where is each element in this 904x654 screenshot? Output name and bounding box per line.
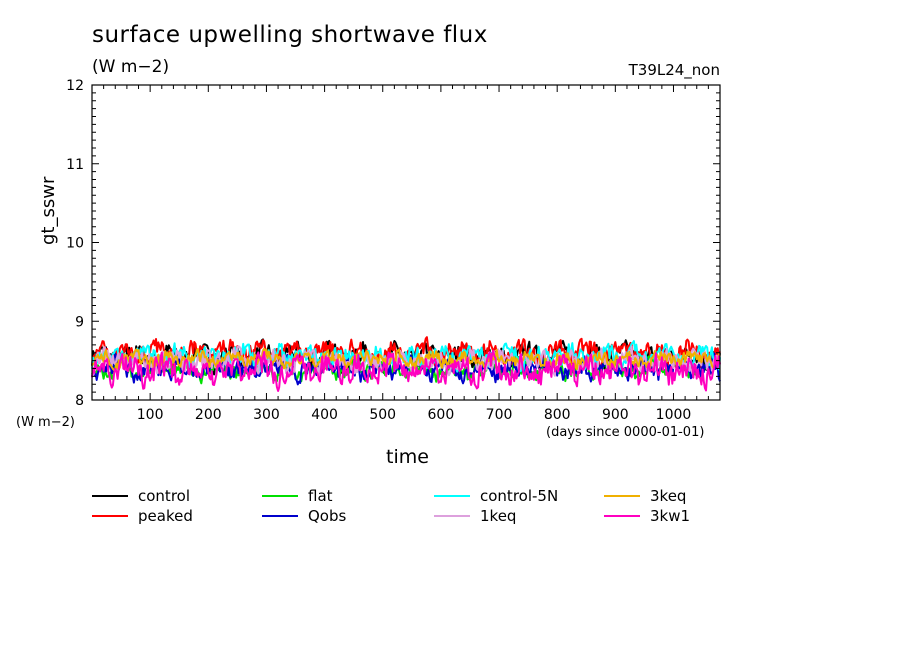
x-tick-label: 900	[602, 407, 629, 423]
x-tick-label: 1000	[656, 407, 692, 423]
series-line-3kw1	[91, 349, 721, 392]
x-tick-label: 100	[137, 407, 164, 423]
y-axis-units: (W m−2)	[16, 415, 75, 430]
series-line-3keq	[91, 347, 721, 372]
y-tick-label: 10	[66, 236, 84, 252]
chart-title: surface upwelling shortwave flux	[92, 22, 488, 48]
x-axis-units: (days since 0000-01-01)	[546, 425, 705, 440]
x-tick-label: 300	[253, 407, 280, 423]
x-tick-label: 600	[428, 407, 455, 423]
run-label: T39L24_non	[628, 61, 720, 79]
x-tick-label: 400	[311, 407, 338, 423]
y-tick-label: 8	[75, 393, 84, 409]
y-tick-label: 12	[66, 78, 84, 94]
y-tick-label: 11	[66, 157, 84, 173]
x-tick-label: 500	[369, 407, 396, 423]
x-tick-label: 800	[544, 407, 571, 423]
y-tick-label: 9	[75, 314, 84, 330]
x-axis-label: time	[386, 446, 429, 468]
chart-units: (W m−2)	[92, 57, 170, 77]
x-tick-label: 700	[486, 407, 513, 423]
x-tick-label: 200	[195, 407, 222, 423]
